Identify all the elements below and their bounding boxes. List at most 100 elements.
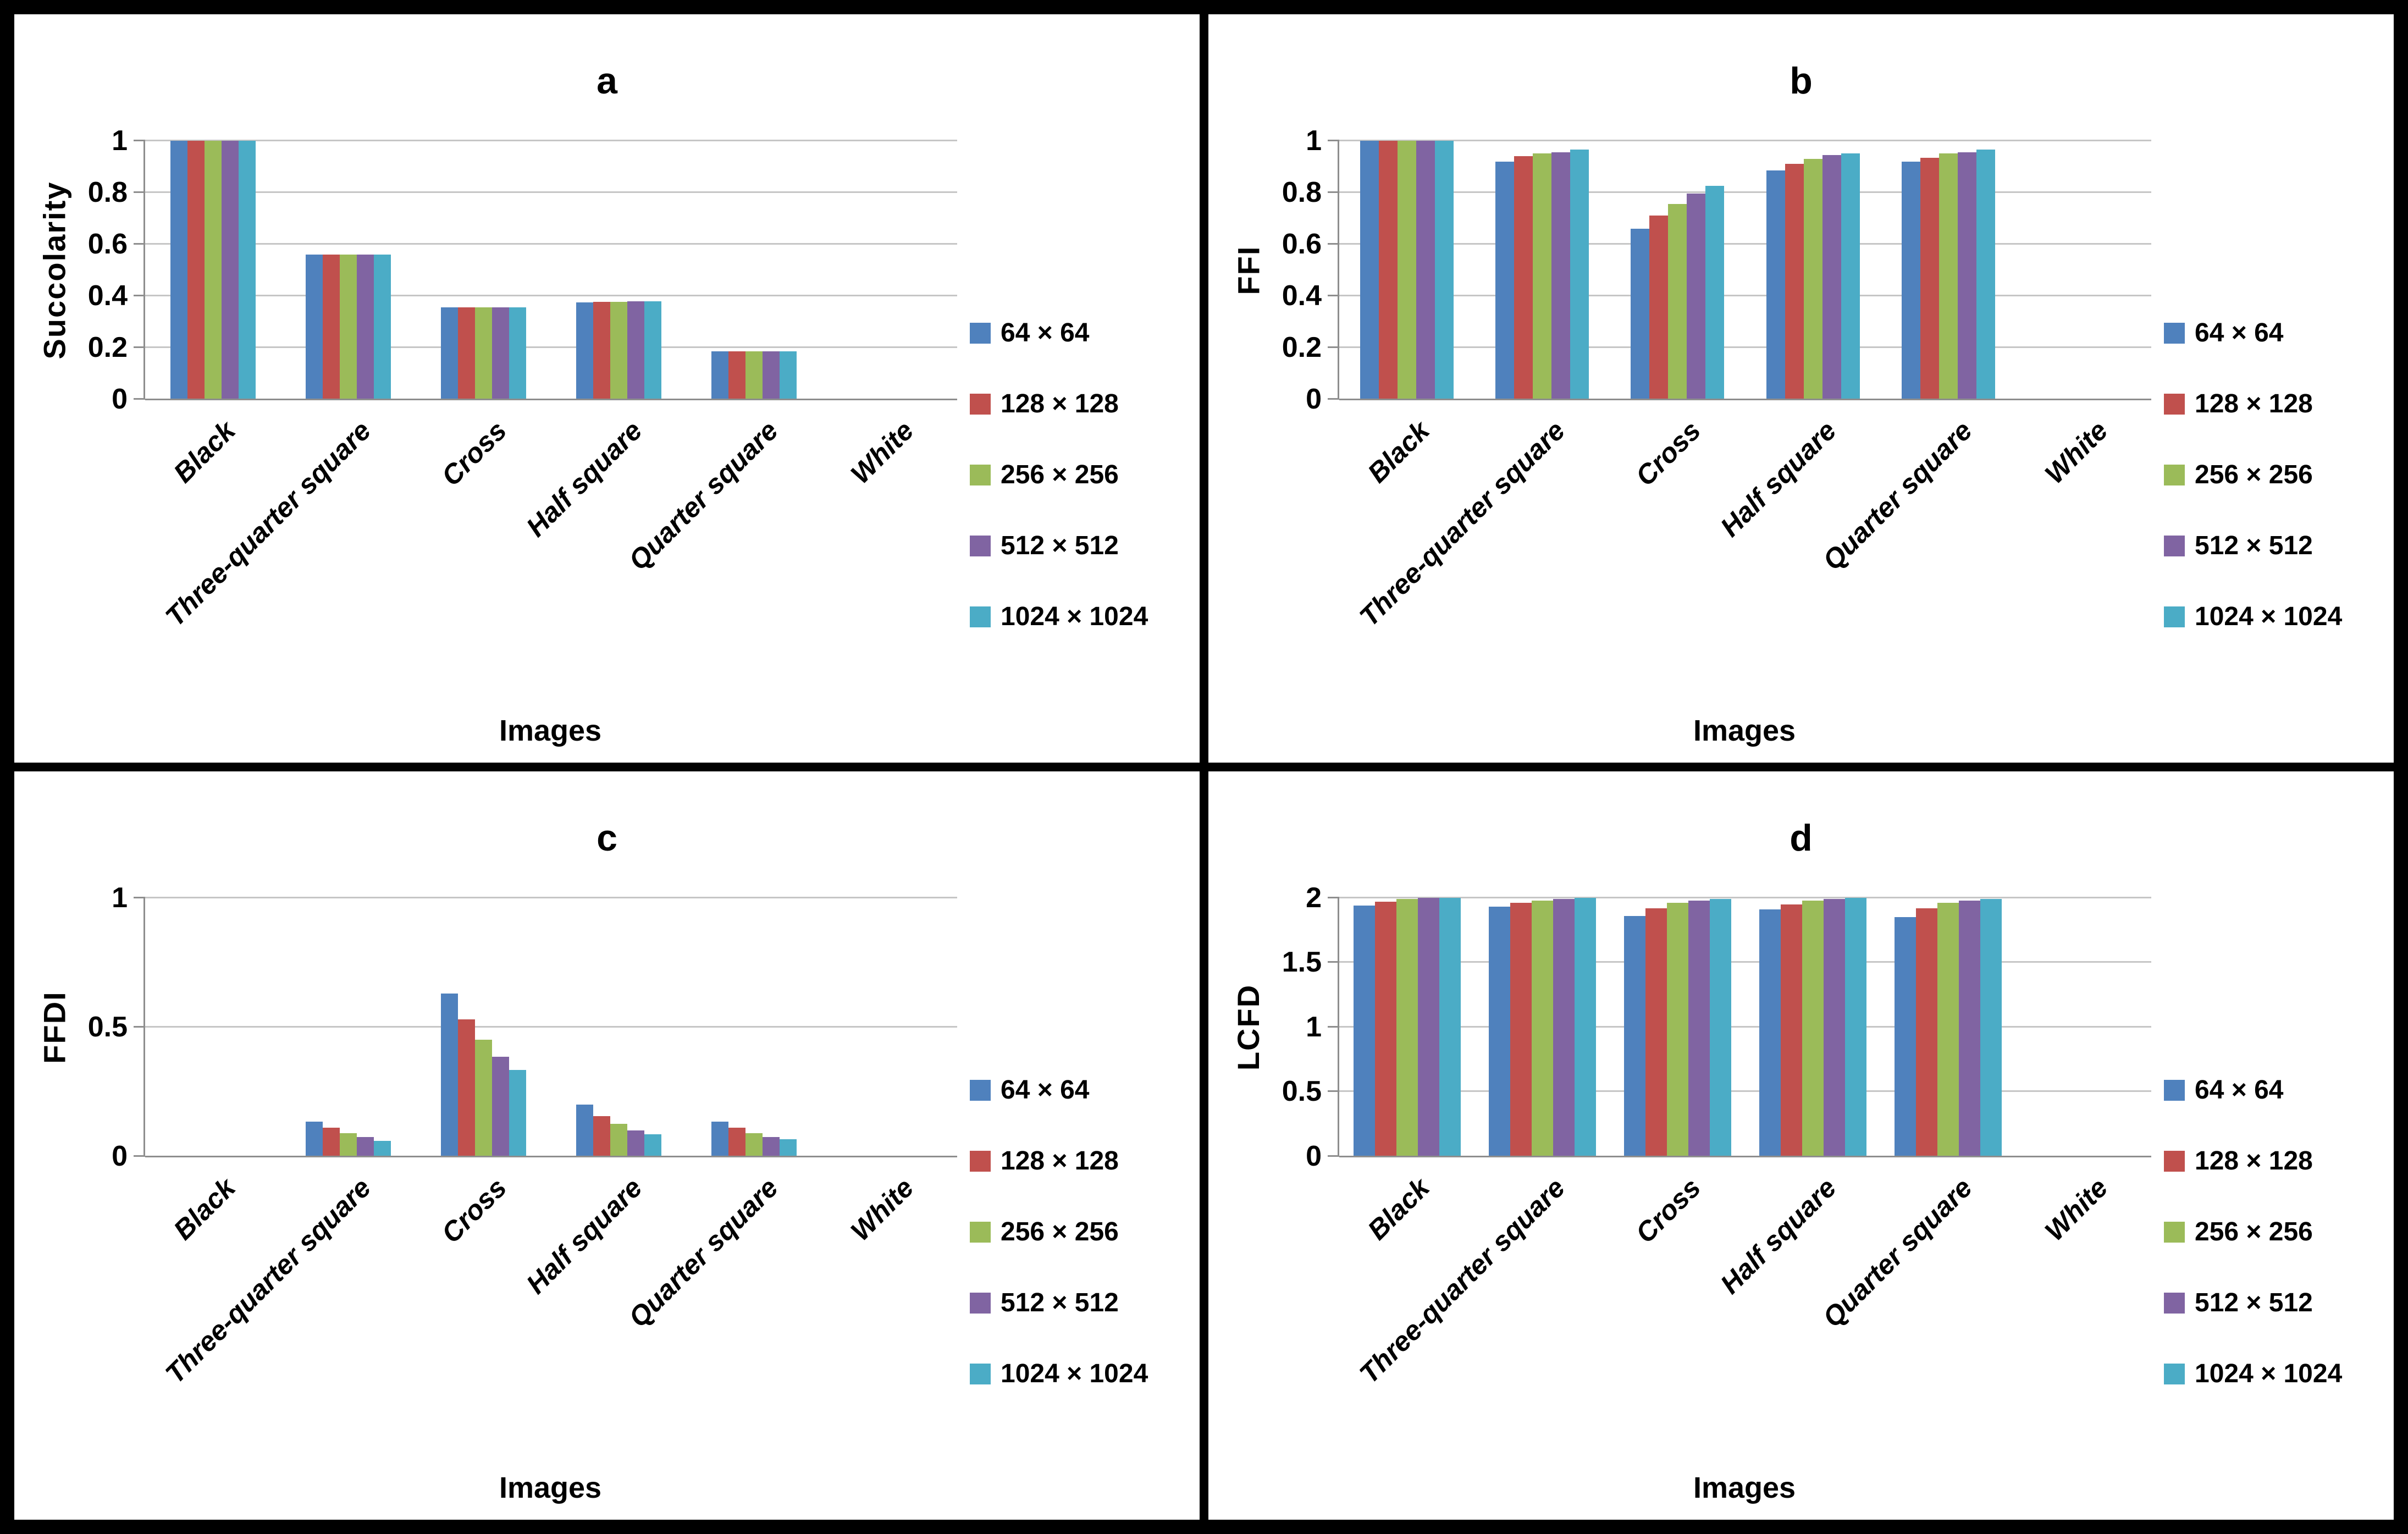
legend-label: 128 × 128: [2195, 1146, 2313, 1176]
legend-swatch: [2164, 1150, 2185, 1172]
bar: [1360, 141, 1379, 399]
axis-tick-mark: [134, 1155, 145, 1157]
legend-swatch: [970, 1221, 991, 1243]
y-tick-label: 0.6: [1282, 228, 1322, 260]
bar: [1937, 903, 1959, 1156]
y-tick-label: 1: [1306, 125, 1322, 157]
category-label: Black: [1361, 1172, 1435, 1246]
bar: [1574, 898, 1596, 1156]
bar: [1623, 916, 1645, 1156]
legend-swatch: [970, 1150, 991, 1172]
bar: [627, 1130, 645, 1156]
axis-tick-mark: [1328, 243, 1339, 245]
bar: [1841, 153, 1860, 399]
bar: [1895, 917, 1917, 1156]
bar: [1709, 899, 1731, 1156]
bar: [1759, 909, 1781, 1156]
category-label: White: [2039, 1172, 2114, 1247]
bar-group: [2016, 141, 2151, 399]
legend-item: 128 × 128: [970, 389, 1148, 419]
y-tick-label: 0: [1306, 383, 1322, 415]
category-label: Half square: [1714, 1172, 1842, 1300]
legend-label: 64 × 64: [2195, 318, 2284, 347]
bar-group: [1474, 898, 1610, 1156]
bar: [1688, 901, 1710, 1156]
bar: [627, 301, 645, 399]
legend-swatch: [2164, 1221, 2185, 1243]
bar: [204, 141, 222, 399]
bar: [1533, 153, 1552, 399]
legend-label: 1024 × 1024: [1001, 1359, 1148, 1388]
axis-tick-mark: [134, 191, 145, 193]
bar: [440, 307, 458, 399]
bar: [1976, 150, 1995, 399]
bar-group: [687, 898, 822, 1156]
bar-group: [145, 898, 280, 1156]
gridline: [145, 1026, 957, 1028]
legend-swatch: [2164, 1363, 2185, 1384]
bar: [763, 1137, 780, 1156]
gridline: [145, 140, 957, 141]
x-axis-line: [145, 399, 957, 400]
x-axis-line: [1339, 1156, 2151, 1157]
y-axis-ticks: 0 0.2 0.4 0.6 0.8 1: [14, 126, 128, 413]
bar: [711, 1122, 729, 1156]
legend-label: 128 × 128: [2195, 389, 2313, 418]
legend-swatch: [970, 1292, 991, 1314]
legend-label: 128 × 128: [1001, 389, 1119, 418]
bar-group: [280, 898, 416, 1156]
bar: [238, 141, 256, 399]
bar: [1379, 141, 1398, 399]
bar: [305, 255, 323, 399]
plot-area: [134, 897, 957, 1157]
panel-title: d: [1790, 817, 1813, 859]
legend-swatch: [2164, 606, 2185, 627]
bar: [576, 302, 594, 399]
bar-group: [1881, 141, 2016, 399]
legend-item: 512 × 512: [2164, 1288, 2342, 1318]
bar: [491, 1057, 509, 1156]
panel-b: b FFI 0 0.2 0.4 0.6 0.8 1 Black Three-quarter …: [1204, 10, 2398, 767]
bar-groups: [145, 898, 957, 1156]
bar: [576, 1105, 594, 1156]
bar-group: [1881, 898, 2016, 1156]
bar: [610, 302, 628, 399]
bar: [1938, 153, 1958, 399]
bar-groups: [1339, 898, 2151, 1156]
bar: [763, 351, 780, 399]
bar: [305, 1122, 323, 1156]
gridline: [1339, 1090, 2151, 1092]
plot-area: [1328, 140, 2151, 400]
gridline: [145, 897, 957, 898]
bar-group: [1610, 141, 1745, 399]
bar-group: [1339, 898, 1474, 1156]
bar: [1631, 229, 1650, 399]
legend-swatch: [2164, 464, 2185, 485]
bar: [1396, 899, 1418, 1156]
bar: [440, 994, 458, 1156]
bar-group: [1746, 141, 1881, 399]
y-tick-label: 0: [112, 1140, 128, 1172]
legend-label: 1024 × 1024: [1001, 602, 1148, 631]
panel-title: b: [1790, 60, 1813, 102]
axis-tick-mark: [134, 897, 145, 898]
bar-group: [280, 141, 416, 399]
legend-item: 128 × 128: [970, 1146, 1148, 1176]
legend-swatch: [970, 393, 991, 415]
bar: [1488, 907, 1510, 1156]
bar: [1416, 141, 1435, 399]
axis-tick-mark: [134, 243, 145, 245]
axis-tick-mark: [134, 140, 145, 141]
axis-tick-mark: [1328, 1155, 1339, 1157]
axis-tick-mark: [1328, 140, 1339, 141]
bar-group: [416, 898, 551, 1156]
legend-swatch: [970, 535, 991, 556]
legend-label: 1024 × 1024: [2195, 1359, 2343, 1388]
axis-tick-mark: [1328, 961, 1339, 963]
legend-label: 256 × 256: [2195, 1217, 2313, 1246]
legend-swatch: [2164, 393, 2185, 415]
y-tick-label: 0.8: [1282, 176, 1322, 208]
gridline: [1339, 243, 2151, 245]
axis-tick-mark: [134, 1026, 145, 1028]
category-label: Black: [167, 415, 241, 489]
